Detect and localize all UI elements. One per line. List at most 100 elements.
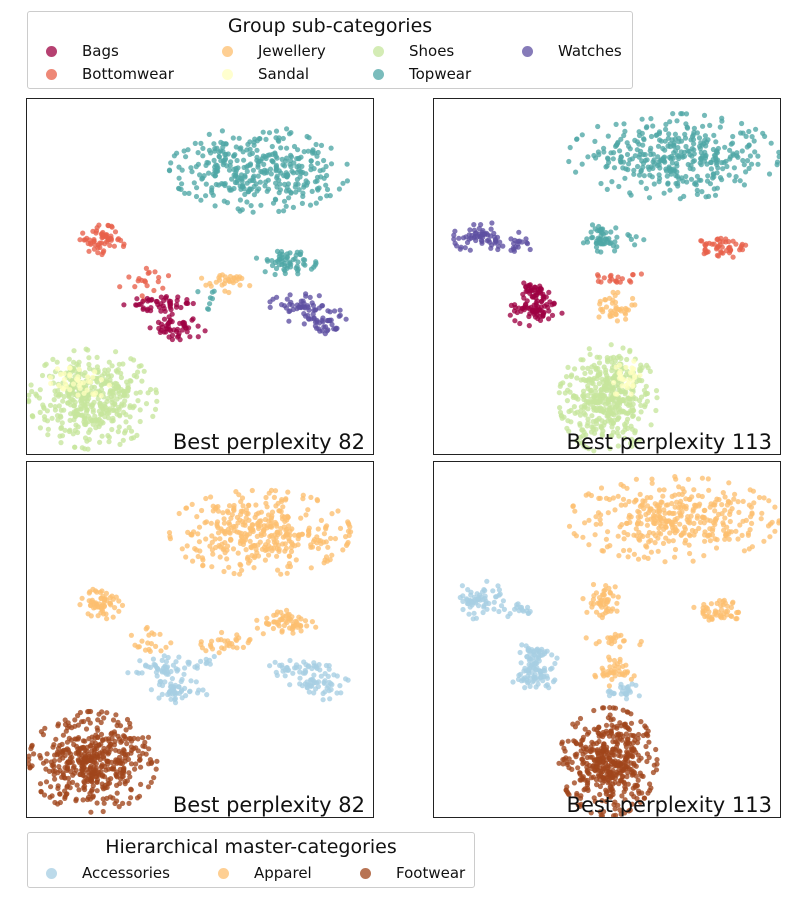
scatter-point (451, 232, 457, 238)
scatter-point (667, 187, 673, 193)
scatter-point (224, 508, 231, 514)
scatter-point (596, 738, 602, 745)
scatter-point (633, 234, 639, 240)
scatter-point (255, 173, 261, 179)
scatter-point (135, 644, 141, 650)
scatter-point (586, 542, 592, 548)
scatter-point (601, 149, 607, 155)
scatter-point (599, 798, 605, 804)
scatter-point (179, 546, 185, 552)
scatter-point (270, 625, 276, 632)
scatter-point (638, 394, 645, 400)
scatter-point (654, 162, 661, 169)
scatter-point (145, 734, 152, 740)
scatter-point (729, 613, 735, 619)
scatter-point (71, 403, 77, 409)
scatter-point (609, 636, 615, 642)
scatter-point (127, 724, 133, 730)
scatter-point (195, 323, 201, 329)
scatter-point (58, 440, 64, 446)
scatter-point (326, 666, 332, 672)
scatter-point (648, 164, 654, 170)
scatter-point (451, 236, 457, 242)
scatter-point (138, 781, 144, 787)
scatter-point (538, 298, 545, 304)
scatter-point (676, 139, 682, 145)
scatter-point (137, 658, 143, 664)
scatter-point (209, 533, 215, 539)
scatter-point (720, 166, 726, 172)
scatter-point (228, 187, 234, 193)
scatter-point (717, 175, 724, 181)
scatter-point (189, 169, 195, 175)
scatter-point (639, 790, 645, 796)
scatter-point (42, 362, 48, 368)
scatter-point (179, 327, 185, 333)
legend-label: Jewellery (258, 42, 326, 60)
scatter-point (719, 118, 725, 124)
scatter-point (320, 690, 326, 697)
scatter-point (111, 243, 117, 249)
scatter-point (98, 382, 105, 388)
scatter-point (302, 618, 309, 624)
scatter-point (580, 376, 587, 383)
scatter-point (610, 156, 616, 162)
scatter-point (642, 391, 648, 397)
scatter-point (236, 135, 242, 141)
scatter-point (236, 492, 242, 498)
scatter-point (166, 530, 173, 536)
scatter-point (104, 710, 110, 716)
scatter-point (569, 759, 575, 765)
scatter-point (612, 507, 618, 513)
scatter-point (615, 594, 621, 600)
scatter-point (604, 597, 610, 603)
scatter-point (262, 183, 268, 189)
scatter-point (648, 133, 655, 140)
scatter-point (597, 228, 603, 234)
scatter-point (677, 196, 683, 202)
scatter-point (700, 515, 706, 521)
scatter-point (627, 146, 633, 152)
scatter-point (91, 759, 97, 765)
scatter-point (274, 529, 281, 535)
scatter-point (234, 179, 240, 186)
scatter-plot (457, 474, 780, 817)
scatter-point (221, 568, 227, 575)
scatter-point (452, 228, 458, 234)
scatter-point (132, 284, 138, 290)
scatter-point (305, 532, 311, 538)
scatter-point (296, 614, 302, 620)
scatter-point (200, 563, 206, 569)
scatter-point (634, 796, 640, 802)
scatter-point (665, 135, 671, 141)
scatter-point (704, 161, 710, 167)
scatter-point (113, 712, 119, 718)
scatter-point (619, 383, 625, 389)
scatter-point (727, 156, 733, 162)
scatter-point (264, 188, 270, 194)
scatter-point (323, 163, 329, 170)
scatter-point (104, 758, 110, 764)
scatter-point (100, 737, 106, 743)
scatter-point (97, 589, 103, 595)
scatter-point (611, 165, 618, 171)
scatter-point (340, 547, 346, 553)
scatter-point (618, 308, 624, 314)
scatter-point (320, 315, 326, 321)
scatter-point (598, 236, 604, 242)
scatter-point (272, 259, 279, 266)
scatter-point (641, 136, 647, 142)
scatter-point (97, 244, 103, 251)
scatter-point (590, 234, 596, 240)
scatter-point (699, 238, 705, 244)
scatter-point (586, 491, 592, 497)
scatter-point (624, 140, 630, 146)
scatter-point (75, 713, 81, 719)
scatter-point (52, 404, 58, 410)
scatter-point (641, 795, 647, 801)
scatter-point (603, 583, 609, 589)
scatter-point (583, 398, 589, 404)
scatter-point (641, 387, 647, 393)
scatter-point (48, 759, 54, 765)
scatter-point (77, 380, 84, 386)
